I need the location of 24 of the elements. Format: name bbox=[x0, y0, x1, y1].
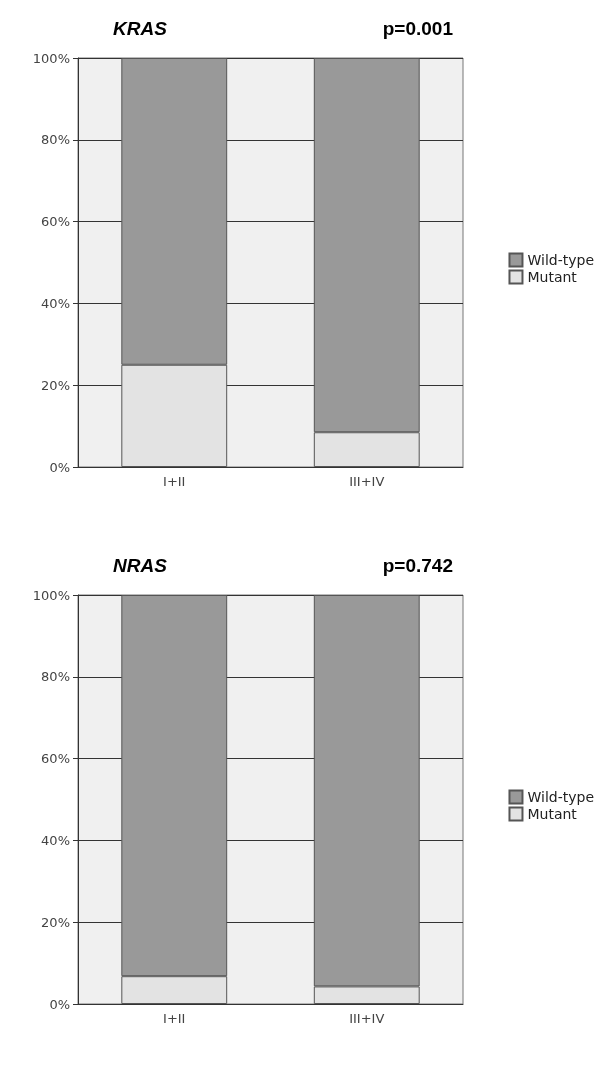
chart-title: KRAS bbox=[113, 18, 168, 39]
x-tick-label: I+II bbox=[163, 1011, 186, 1026]
y-tick-label: 40% bbox=[41, 295, 70, 311]
y-tick-label: 80% bbox=[41, 669, 70, 685]
y-tick-label: 60% bbox=[41, 751, 70, 767]
text: p=0.001 bbox=[382, 18, 454, 39]
y-tick-label: 80% bbox=[41, 132, 70, 148]
x-tick-label: III+IV bbox=[349, 474, 385, 489]
legend-label: Mutant bbox=[527, 269, 578, 285]
y-tick-label: 60% bbox=[41, 214, 70, 230]
y-tick-label: 100% bbox=[32, 587, 70, 603]
y-tick-label: 100% bbox=[32, 50, 70, 66]
legend-label: Wild-type bbox=[527, 252, 594, 268]
y-tick-label: 20% bbox=[41, 914, 70, 930]
y-tick-label: 20% bbox=[41, 377, 70, 393]
legend-label: Mutant bbox=[527, 806, 578, 822]
y-tick-label: 40% bbox=[41, 832, 70, 848]
x-tick-label: III+IV bbox=[349, 1011, 385, 1026]
text: p=0.742 bbox=[382, 555, 453, 576]
x-tick-label: I+II bbox=[163, 474, 186, 489]
legend-label: Wild-type bbox=[527, 789, 594, 805]
y-tick-label: 0% bbox=[49, 459, 70, 475]
y-tick-label: 0% bbox=[49, 996, 70, 1012]
chart-title: NRAS bbox=[113, 555, 168, 576]
